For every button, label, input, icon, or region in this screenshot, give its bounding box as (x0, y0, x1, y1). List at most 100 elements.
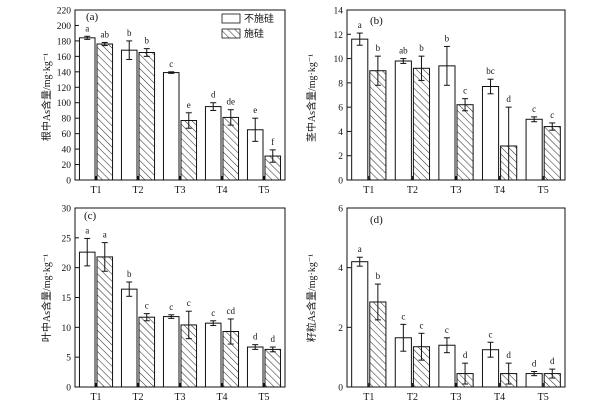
x-tick-label-a: T1 (90, 185, 101, 196)
significance-letter-b: a (358, 20, 362, 30)
significance-letter-b: b (445, 33, 450, 43)
legend-swatch-no-silicon (221, 13, 241, 24)
significance-letter-a: b (127, 28, 132, 38)
significance-letter-a: de (227, 97, 236, 107)
bar-silicon-b (369, 70, 387, 181)
significance-letter-d: d (463, 350, 468, 360)
bar-no-silicon-a (162, 72, 180, 181)
bar-no-silicon-a (78, 37, 96, 181)
bar-no-silicon-c (78, 251, 96, 388)
y-tick-label-c: 10 (62, 324, 72, 334)
significance-letter-a: b (145, 36, 150, 46)
bar-no-silicon-b (525, 118, 543, 181)
significance-letter-d: c (401, 311, 405, 321)
significance-letter-c: a (103, 230, 107, 240)
bar-silicon-b (412, 67, 431, 181)
significance-letter-d: c (489, 329, 493, 339)
panel-label-c: (c) (84, 210, 97, 222)
significance-letter-a: c (169, 59, 173, 69)
bar-no-silicon-b (351, 38, 369, 181)
bar-no-silicon-d (351, 261, 369, 388)
bar-silicon-b (456, 104, 474, 181)
significance-letter-c: c (145, 301, 149, 311)
y-axis-label-c: 叶中As含量/mg·kg⁻¹ (40, 254, 53, 342)
panel-label-d: (d) (370, 214, 383, 226)
y-tick-label-b: 12 (334, 31, 344, 41)
legend-label-no-silicon: 不施硅 (244, 12, 274, 25)
x-tick-label-c: T2 (132, 392, 143, 403)
y-tick-label-b: 8 (338, 79, 343, 89)
significance-letter-a: f (271, 137, 274, 147)
x-tick-label-b: T4 (494, 185, 505, 196)
y-tick-label-b: 0 (338, 177, 343, 187)
y-tick-label-c: 0 (66, 384, 71, 394)
y-tick-label-b: 4 (338, 128, 343, 138)
panel-label-a: (a) (86, 11, 99, 23)
y-tick-label-d: 2 (338, 324, 343, 334)
y-tick-label-d: 4 (338, 264, 343, 274)
x-tick-label-c: T4 (216, 392, 227, 403)
x-tick-label-a: T2 (132, 185, 143, 196)
significance-letter-a: a (85, 23, 89, 33)
y-tick-label-a: 60 (62, 130, 72, 140)
x-tick-label-b: T1 (363, 185, 374, 196)
chart-panel-c: (c) 叶中As含量/mg·kg⁻¹ 0 5 10 15 20 25 30 T1 T2 T3 T4 T… (40, 205, 286, 403)
legend: 不施硅 施硅 (221, 12, 274, 40)
bar-silicon-a (180, 120, 198, 181)
significance-letter-d: d (506, 350, 511, 360)
y-tick-label-a: 40 (62, 146, 72, 156)
bar-silicon-c (138, 316, 156, 388)
y-tick-label-c: 20 (62, 264, 72, 274)
bar-no-silicon-b (394, 60, 412, 181)
x-tick-label-b: T3 (450, 185, 461, 196)
x-tick-label-a: T4 (216, 185, 227, 196)
y-axis-label-b: 茎中As含量/mg·kg⁻¹ (305, 54, 318, 142)
significance-letter-a: d (211, 90, 216, 100)
significance-letter-c: c (169, 302, 173, 312)
y-tick-label-b: 14 (334, 7, 344, 17)
significance-letter-d: d (550, 356, 555, 366)
bar-silicon-c (264, 348, 282, 388)
significance-letter-b: bc (486, 66, 495, 76)
significance-letter-b: c (532, 104, 536, 114)
y-tick-label-b: 6 (338, 104, 343, 114)
bar-no-silicon-a (204, 106, 222, 181)
significance-letter-c: cd (227, 306, 236, 316)
significance-letter-c: d (271, 334, 276, 344)
y-tick-label-a: 20 (62, 161, 72, 171)
y-tick-label-a: 220 (57, 7, 72, 17)
y-tick-label-d: 6 (338, 205, 343, 215)
y-axis-label-d: 籽粒As含量/mg·kg⁻¹ (305, 254, 318, 342)
significance-letter-b: b (376, 43, 381, 53)
bar-no-silicon-c (162, 316, 180, 388)
significance-letter-b: c (550, 110, 554, 120)
chart-panel-a: (a) 根中As含量/mg·kg⁻¹ 不施硅 施硅 0 20 40 60 80 100 12… (40, 7, 286, 196)
y-tick-label-a: 200 (57, 22, 72, 32)
significance-letter-d: b (376, 271, 381, 281)
x-tick-label-c: T3 (174, 392, 185, 403)
chart-panel-b: (b) 茎中As含量/mg·kg⁻¹ 0 2 4 6 8 10 12 14 T1 T2 T3 T4 T5… (305, 7, 566, 196)
x-tick-label-d: T2 (407, 392, 418, 403)
y-tick-label-c: 15 (62, 294, 72, 304)
y-tick-label-a: 80 (62, 115, 72, 125)
y-tick-label-a: 100 (57, 99, 72, 109)
y-tick-label-c: 25 (62, 234, 72, 244)
significance-letter-b: c (463, 86, 467, 96)
significance-letter-d: a (358, 244, 362, 254)
y-tick-label-a: 120 (57, 84, 72, 94)
x-tick-label-b: T2 (407, 185, 418, 196)
x-tick-label-b: T5 (538, 185, 549, 196)
significance-letter-d: d (532, 358, 537, 368)
y-tick-label-a: 160 (57, 53, 72, 63)
y-tick-label-a: 0 (66, 177, 71, 187)
bar-silicon-a (138, 52, 156, 181)
significance-letter-a: e (187, 100, 191, 110)
y-tick-label-b: 2 (338, 152, 343, 162)
bar-silicon-a (96, 43, 114, 181)
y-tick-label-d: 0 (338, 384, 343, 394)
bar-no-silicon-c (204, 322, 222, 388)
bar-no-silicon-a (120, 49, 138, 181)
y-tick-label-c: 30 (62, 205, 72, 215)
chart-panel-d: (d) 籽粒As含量/mg·kg⁻¹ 0 2 4 6 T1 T2 T3 T4 T5 a c c c d b c… (305, 205, 566, 403)
